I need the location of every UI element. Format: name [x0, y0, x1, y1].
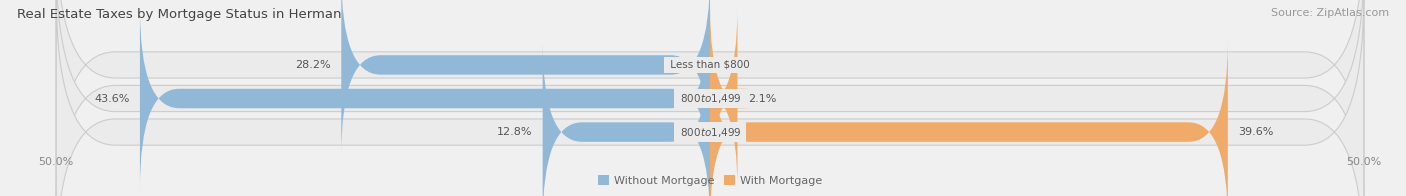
FancyBboxPatch shape	[710, 41, 1227, 196]
Text: $800 to $1,499: $800 to $1,499	[678, 92, 742, 105]
Text: 43.6%: 43.6%	[94, 93, 129, 103]
Text: Source: ZipAtlas.com: Source: ZipAtlas.com	[1271, 8, 1389, 18]
FancyBboxPatch shape	[342, 0, 710, 156]
FancyBboxPatch shape	[699, 7, 749, 190]
Text: 12.8%: 12.8%	[496, 127, 533, 137]
FancyBboxPatch shape	[56, 0, 1364, 196]
FancyBboxPatch shape	[543, 41, 710, 196]
FancyBboxPatch shape	[141, 7, 710, 190]
Text: Less than $800: Less than $800	[666, 60, 754, 70]
Text: 0.0%: 0.0%	[720, 60, 749, 70]
FancyBboxPatch shape	[56, 0, 1364, 196]
Text: 2.1%: 2.1%	[748, 93, 776, 103]
Legend: Without Mortgage, With Mortgage: Without Mortgage, With Mortgage	[598, 175, 823, 186]
FancyBboxPatch shape	[56, 0, 1364, 196]
Text: 39.6%: 39.6%	[1239, 127, 1274, 137]
Text: Real Estate Taxes by Mortgage Status in Herman: Real Estate Taxes by Mortgage Status in …	[17, 8, 342, 21]
Text: $800 to $1,499: $800 to $1,499	[678, 126, 742, 139]
Text: 28.2%: 28.2%	[295, 60, 330, 70]
